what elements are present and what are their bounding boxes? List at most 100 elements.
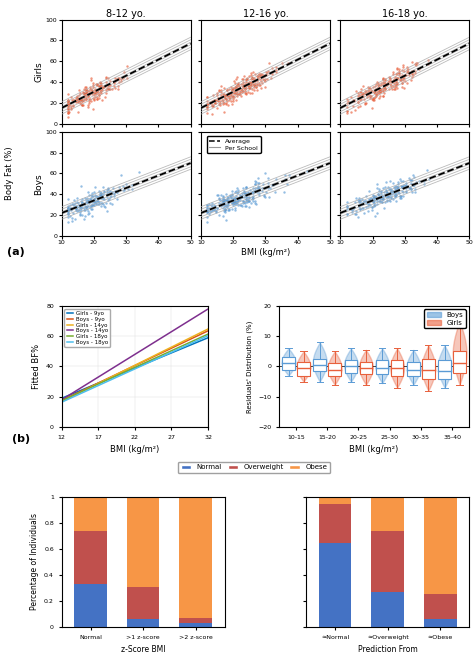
Point bbox=[393, 72, 401, 83]
Point bbox=[93, 195, 101, 205]
Point bbox=[372, 211, 379, 221]
Point bbox=[77, 99, 84, 110]
Point bbox=[399, 82, 406, 93]
Point bbox=[230, 195, 238, 206]
Point bbox=[247, 78, 255, 89]
Point bbox=[245, 191, 253, 202]
Point bbox=[88, 201, 95, 212]
Point bbox=[409, 180, 417, 190]
Point bbox=[391, 84, 398, 95]
Point bbox=[229, 92, 237, 103]
Point bbox=[222, 90, 229, 101]
Point bbox=[82, 195, 90, 205]
Point bbox=[222, 201, 229, 212]
Point bbox=[100, 193, 107, 203]
Title: 12-16 yo.: 12-16 yo. bbox=[243, 8, 288, 19]
Point bbox=[225, 193, 232, 203]
Point bbox=[232, 198, 240, 208]
Point bbox=[250, 82, 258, 93]
Point bbox=[108, 190, 115, 200]
Point bbox=[85, 98, 93, 108]
Point bbox=[386, 196, 393, 206]
Point bbox=[364, 82, 372, 92]
Point bbox=[233, 191, 240, 201]
Point bbox=[265, 57, 273, 68]
Point bbox=[396, 174, 404, 185]
Boys - 18yo bbox=[134, 364, 140, 372]
Point bbox=[64, 204, 72, 215]
Point bbox=[101, 81, 109, 91]
Point bbox=[241, 86, 248, 96]
Point bbox=[364, 91, 371, 102]
Point bbox=[378, 193, 385, 203]
Point bbox=[220, 107, 228, 118]
Point bbox=[407, 175, 415, 185]
Point bbox=[377, 78, 384, 89]
Point bbox=[266, 182, 274, 193]
Point bbox=[104, 84, 112, 95]
Point bbox=[396, 187, 403, 198]
Point bbox=[95, 81, 102, 91]
Point bbox=[240, 195, 247, 206]
Point bbox=[407, 183, 415, 194]
Point bbox=[246, 71, 253, 82]
Point bbox=[64, 212, 72, 222]
Point bbox=[255, 187, 263, 198]
Point bbox=[405, 172, 413, 183]
Point bbox=[237, 86, 244, 97]
Point bbox=[357, 86, 365, 97]
Point bbox=[347, 107, 355, 118]
Point bbox=[238, 191, 246, 202]
Point bbox=[75, 90, 82, 101]
Point bbox=[92, 198, 100, 208]
Point bbox=[75, 200, 82, 210]
Point bbox=[246, 185, 254, 195]
Point bbox=[278, 58, 286, 69]
Y-axis label: Residuals' Distribution (%): Residuals' Distribution (%) bbox=[246, 321, 253, 413]
Point bbox=[402, 69, 410, 80]
Point bbox=[219, 196, 227, 206]
Point bbox=[78, 199, 86, 209]
Point bbox=[371, 86, 378, 96]
Point bbox=[227, 95, 235, 106]
Point bbox=[249, 78, 256, 89]
Point bbox=[76, 201, 83, 212]
Point bbox=[249, 187, 256, 198]
Point bbox=[231, 194, 239, 204]
Point bbox=[97, 189, 104, 200]
Point bbox=[82, 88, 90, 99]
Point bbox=[347, 202, 355, 213]
Point bbox=[73, 201, 80, 212]
Point bbox=[82, 84, 90, 94]
Boys - 18yo bbox=[146, 358, 152, 366]
Point bbox=[366, 83, 374, 93]
Point bbox=[248, 72, 255, 82]
Point bbox=[350, 96, 357, 106]
Point bbox=[366, 194, 374, 204]
Point bbox=[241, 188, 249, 199]
Point bbox=[242, 188, 249, 199]
Point bbox=[242, 83, 250, 93]
Point bbox=[82, 92, 90, 103]
Point bbox=[393, 64, 401, 74]
Point bbox=[365, 86, 373, 97]
Point bbox=[90, 95, 98, 105]
Point bbox=[400, 82, 408, 93]
Point bbox=[103, 82, 111, 93]
Point bbox=[354, 90, 362, 101]
Point bbox=[396, 75, 404, 86]
Point bbox=[398, 182, 406, 192]
Point bbox=[406, 182, 414, 193]
Point bbox=[400, 75, 407, 86]
Point bbox=[373, 76, 381, 87]
Point bbox=[364, 84, 372, 95]
Point bbox=[373, 199, 380, 209]
Point bbox=[242, 182, 249, 193]
Point bbox=[408, 69, 416, 79]
Point bbox=[273, 65, 280, 75]
Point bbox=[375, 190, 383, 200]
Point bbox=[204, 96, 211, 106]
Point bbox=[83, 85, 91, 95]
Point bbox=[368, 103, 375, 114]
Point bbox=[369, 193, 376, 203]
